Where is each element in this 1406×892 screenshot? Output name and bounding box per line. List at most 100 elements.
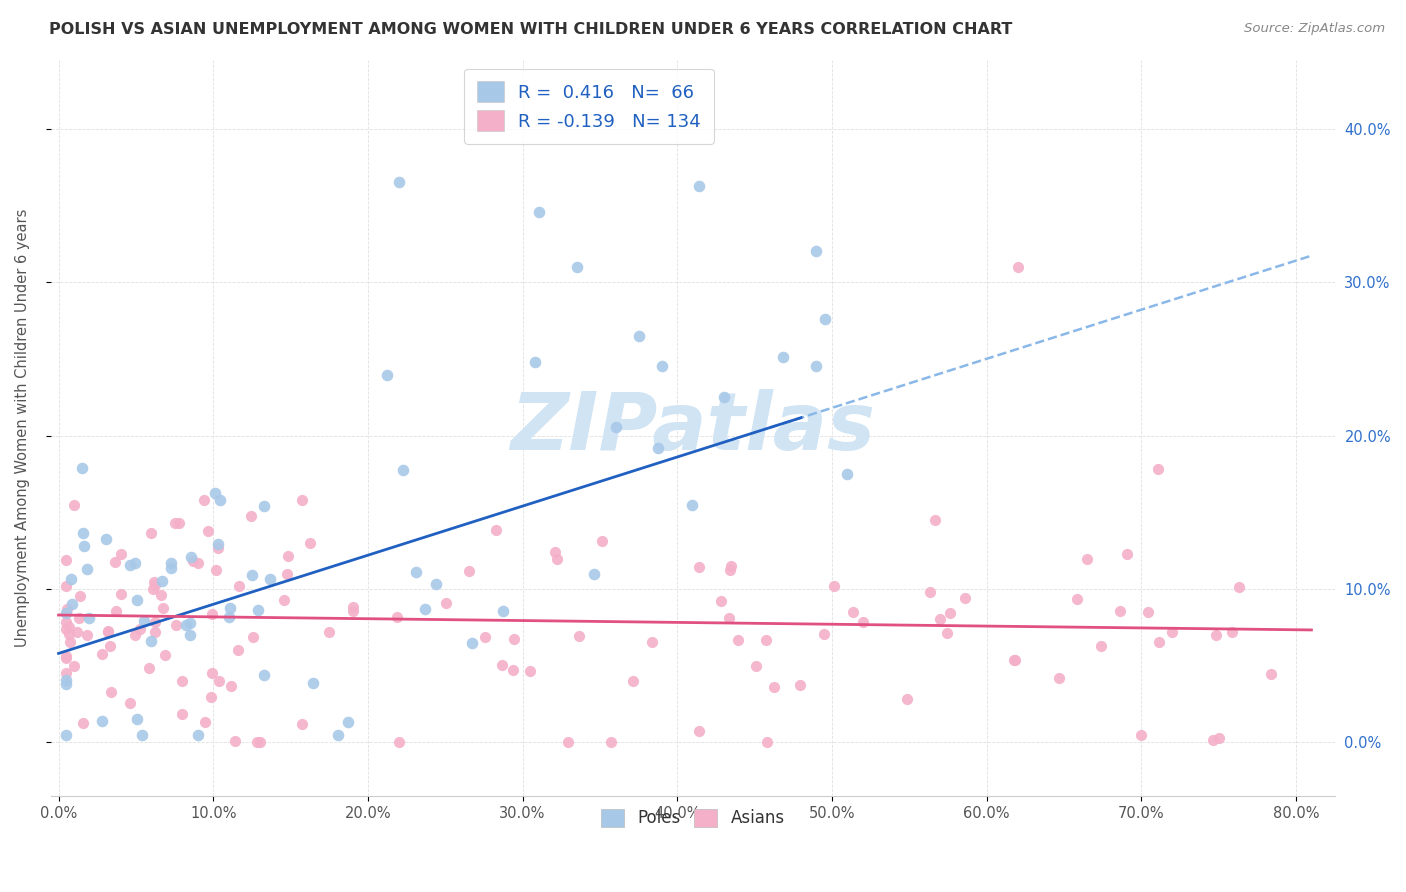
Point bbox=[170, 706, 193, 721]
Point bbox=[458, 565, 481, 579]
Point bbox=[139, 634, 162, 648]
Point bbox=[218, 600, 240, 615]
Point bbox=[138, 660, 160, 674]
Point bbox=[90, 648, 112, 662]
Point bbox=[842, 605, 865, 619]
Point bbox=[142, 582, 165, 596]
Point bbox=[772, 351, 794, 365]
Point bbox=[600, 735, 623, 749]
Point bbox=[224, 734, 246, 748]
Point bbox=[1205, 628, 1227, 642]
Point bbox=[413, 601, 436, 615]
Point bbox=[174, 617, 197, 632]
Point bbox=[804, 244, 827, 259]
Point bbox=[920, 585, 942, 599]
Point bbox=[939, 607, 962, 621]
Point bbox=[852, 615, 875, 629]
Point bbox=[342, 604, 364, 618]
Point bbox=[125, 592, 148, 607]
Point bbox=[1147, 634, 1170, 648]
Point bbox=[259, 572, 281, 586]
Point bbox=[209, 492, 232, 507]
Point bbox=[568, 629, 591, 643]
Point bbox=[502, 663, 524, 677]
Point bbox=[201, 607, 224, 621]
Point bbox=[605, 420, 627, 434]
Point bbox=[55, 673, 77, 687]
Point bbox=[125, 712, 148, 726]
Point bbox=[924, 513, 946, 527]
Point bbox=[1208, 731, 1230, 745]
Point bbox=[58, 627, 80, 641]
Point bbox=[302, 675, 325, 690]
Point bbox=[124, 556, 146, 570]
Point bbox=[388, 175, 411, 189]
Point bbox=[681, 498, 703, 512]
Point bbox=[318, 624, 340, 639]
Point bbox=[197, 524, 219, 538]
Point bbox=[200, 690, 222, 704]
Point bbox=[62, 598, 84, 612]
Point bbox=[67, 611, 90, 625]
Point bbox=[1076, 552, 1098, 566]
Point bbox=[388, 735, 411, 749]
Text: ZIPatlas: ZIPatlas bbox=[510, 389, 876, 467]
Point bbox=[688, 724, 710, 739]
Point bbox=[488, 83, 510, 97]
Point bbox=[62, 659, 84, 673]
Point bbox=[143, 578, 166, 592]
Point bbox=[100, 685, 122, 699]
Point bbox=[485, 523, 508, 537]
Point bbox=[688, 559, 710, 574]
Point bbox=[1108, 604, 1130, 618]
Point bbox=[1116, 547, 1139, 561]
Point bbox=[1007, 260, 1029, 274]
Point bbox=[110, 547, 132, 561]
Point bbox=[1090, 639, 1112, 653]
Point bbox=[755, 735, 778, 749]
Point bbox=[110, 587, 132, 601]
Point bbox=[104, 604, 127, 618]
Point bbox=[789, 678, 811, 692]
Point bbox=[813, 627, 835, 641]
Point bbox=[72, 715, 94, 730]
Point bbox=[1130, 728, 1153, 742]
Point bbox=[58, 620, 80, 634]
Point bbox=[187, 556, 209, 570]
Point bbox=[193, 492, 215, 507]
Point bbox=[710, 593, 733, 607]
Point bbox=[1004, 653, 1026, 667]
Point bbox=[502, 632, 524, 647]
Point bbox=[120, 696, 142, 710]
Point bbox=[425, 577, 447, 591]
Point bbox=[814, 311, 837, 326]
Point bbox=[1002, 653, 1025, 667]
Point bbox=[204, 486, 226, 500]
Point bbox=[172, 673, 194, 688]
Point bbox=[342, 599, 364, 614]
Point bbox=[1137, 605, 1160, 619]
Point bbox=[405, 566, 427, 580]
Point bbox=[524, 355, 547, 369]
Point bbox=[55, 615, 77, 629]
Point bbox=[76, 628, 98, 642]
Point bbox=[492, 604, 515, 618]
Point bbox=[1201, 733, 1223, 747]
Point bbox=[641, 634, 664, 648]
Point bbox=[55, 622, 77, 636]
Point bbox=[69, 589, 91, 603]
Point bbox=[73, 539, 96, 553]
Point bbox=[143, 624, 166, 639]
Point bbox=[66, 625, 89, 640]
Point bbox=[218, 610, 240, 624]
Point bbox=[246, 603, 269, 617]
Point bbox=[544, 545, 567, 559]
Point bbox=[717, 611, 740, 625]
Point bbox=[131, 728, 153, 742]
Point bbox=[298, 536, 321, 550]
Text: Source: ZipAtlas.com: Source: ZipAtlas.com bbox=[1244, 22, 1385, 36]
Point bbox=[165, 516, 187, 530]
Point bbox=[120, 558, 142, 572]
Point bbox=[277, 549, 299, 564]
Point bbox=[55, 579, 77, 593]
